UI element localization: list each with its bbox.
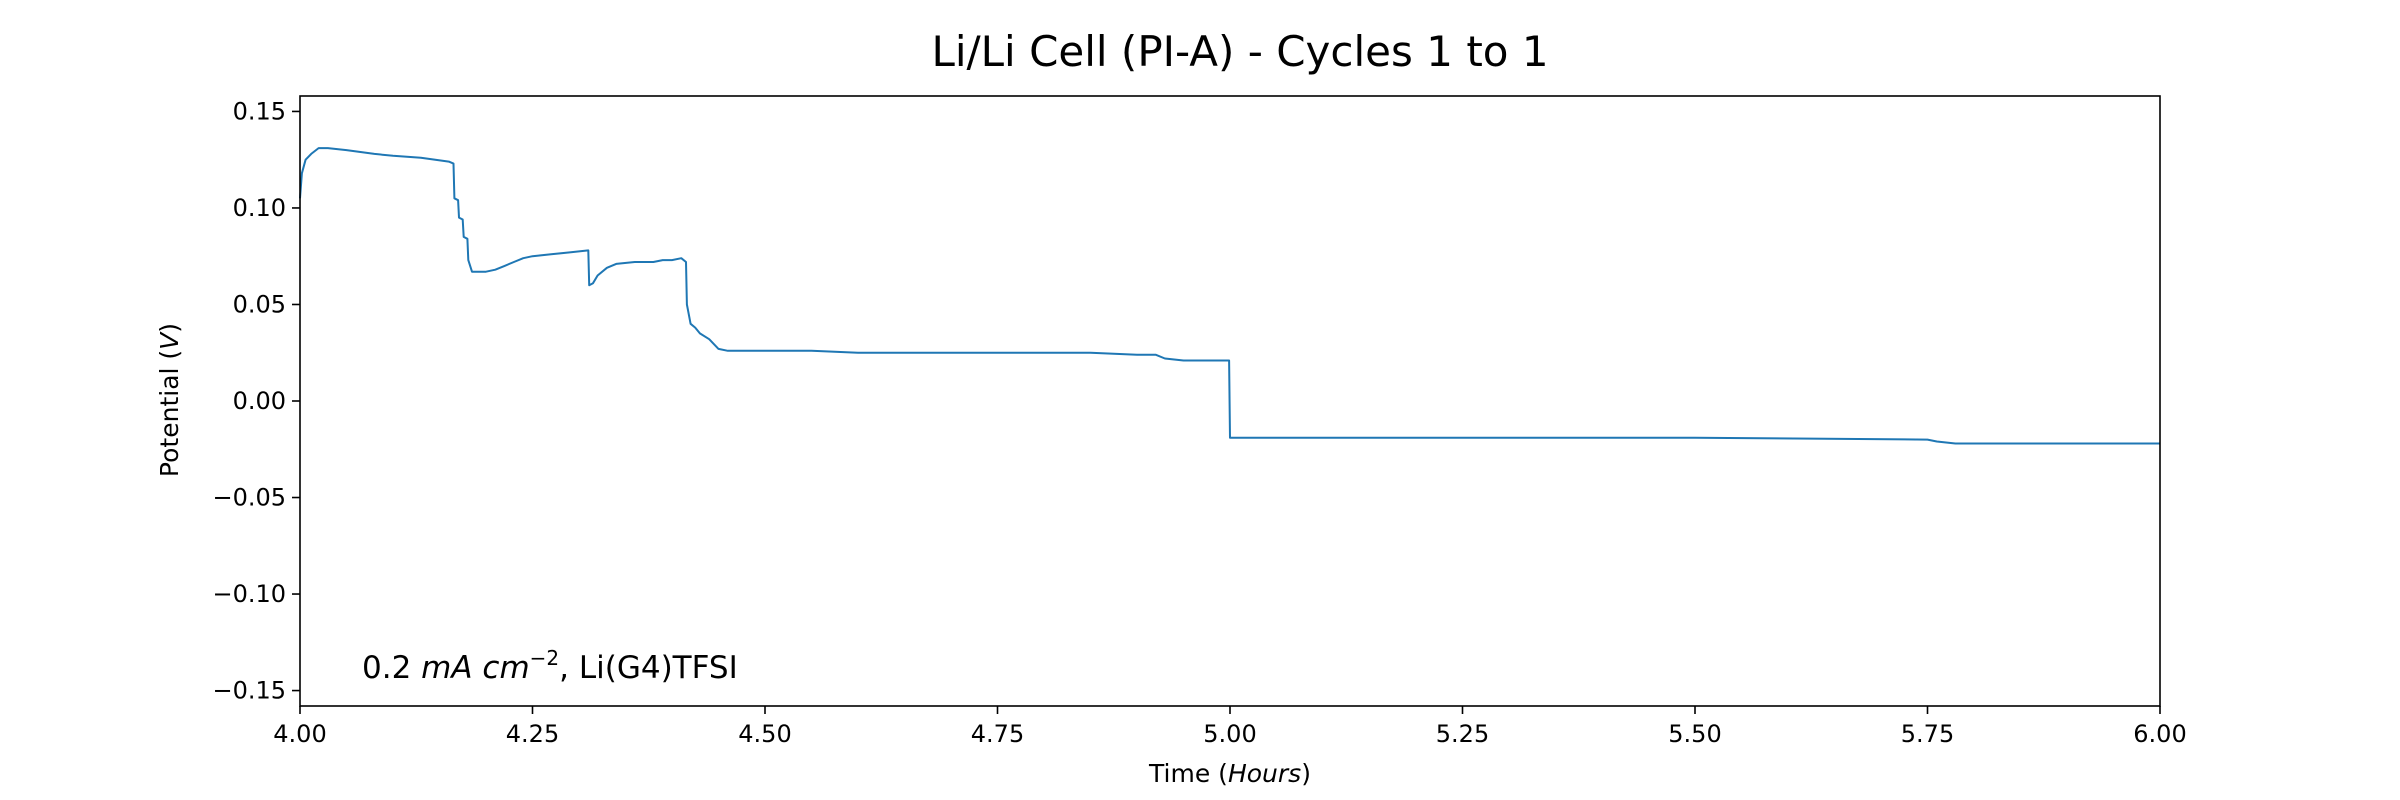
y-axis: 0.15 0.10 0.05 0.00 −0.05 −0.10 −0.15 [212,97,300,705]
y-tick-label: 0.15 [233,97,286,125]
y-tick-label: 0.00 [233,387,286,415]
x-tick-label: 6.00 [2133,720,2186,748]
x-tick-label: 5.25 [1436,720,1489,748]
x-tick-label: 4.00 [273,720,326,748]
y-axis-label: Potential (V) [155,323,184,477]
x-axis-label: Time (Hours) [1148,759,1311,788]
y-tick-label: −0.10 [212,580,286,608]
x-tick-label: 5.50 [1668,720,1721,748]
x-tick-label: 4.25 [506,720,559,748]
x-tick-label: 5.00 [1203,720,1256,748]
series-line-0 [299,147,2160,445]
x-tick-label: 5.75 [1901,720,1954,748]
y-tick-label: −0.15 [212,677,286,705]
y-tick-label: −0.05 [212,484,286,512]
chart-title: Li/Li Cell (PI-A) - Cycles 1 to 1 [931,27,1548,76]
x-axis: 4.00 4.25 4.50 4.75 5.00 5.25 5.50 5.75 6.00 [273,706,2187,748]
y-tick-label: 0.05 [233,290,286,318]
data-layer [299,147,2160,445]
x-tick-label: 4.75 [971,720,1024,748]
y-tick-label: 0.10 [233,194,286,222]
x-tick-label: 4.50 [738,720,791,748]
annotation-current-density: 0.2 mA cm−2, Li(G4)TFSI [362,646,738,686]
